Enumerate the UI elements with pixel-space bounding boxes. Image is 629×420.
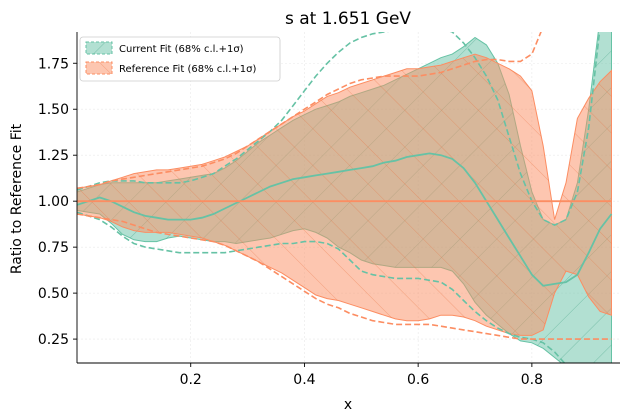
y-tick-label: 0.25: [38, 332, 69, 348]
y-axis-label: Ratio to Reference Fit: [9, 123, 25, 274]
central-line-current: [77, 152, 613, 287]
dashed-upper-reference: [77, 32, 542, 190]
legend-label-reference: Reference Fit (68% c.l.+1σ): [119, 64, 256, 75]
legend-label-current: Current Fit (68% c.l.+1σ): [119, 44, 244, 55]
y-tick-label: 1.75: [38, 56, 69, 72]
x-axis-ticks: 0.2 0.4 0.6 0.8: [180, 363, 543, 388]
dashed-lower-reference: [77, 213, 612, 340]
axes: [76, 32, 620, 364]
x-tick-label: 0.8: [521, 372, 543, 388]
dashed-lower-current: [77, 211, 566, 363]
x-axis-label: x: [344, 397, 352, 413]
y-tick-label: 1.25: [38, 148, 69, 164]
legend-item-current: Current Fit (68% c.l.+1σ): [85, 41, 244, 55]
legend-item-reference: Reference Fit (68% c.l.+1σ): [85, 61, 256, 75]
legend: Current Fit (68% c.l.+1σ) Reference Fit …: [79, 36, 281, 82]
x-tick-label: 0.6: [407, 372, 429, 388]
dashed-upper-current: [77, 32, 601, 226]
legend-frame: [79, 36, 281, 82]
chart-title: s at 1.651 GeV: [285, 9, 411, 29]
x-tick-label: 0.4: [293, 372, 315, 388]
y-tick-label: 0.75: [38, 240, 69, 256]
x-tick-label: 0.2: [180, 372, 202, 388]
band-hatch-reference: [77, 54, 612, 336]
legend-hatch-current: [86, 42, 112, 54]
y-tick-label: 0.50: [38, 286, 69, 302]
legend-hatch-reference: [86, 62, 112, 74]
y-axis-ticks: 0.25 0.50 0.75 1.00 1.25 1.50 1.75: [38, 56, 77, 348]
y-tick-label: 1.00: [38, 194, 69, 210]
series-layer: [77, 32, 613, 363]
y-tick-label: 1.50: [38, 102, 69, 118]
